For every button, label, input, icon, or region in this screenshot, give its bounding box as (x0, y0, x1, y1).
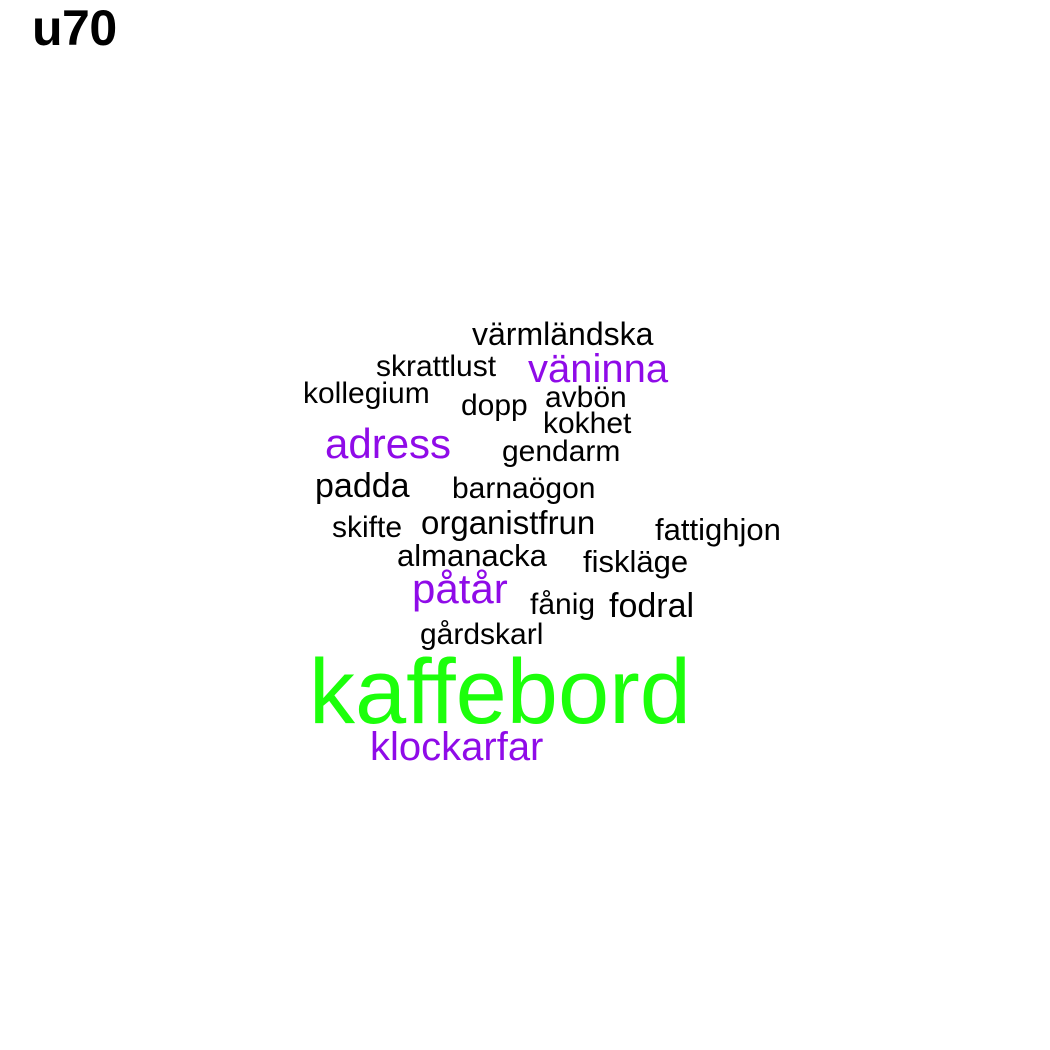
word-fodral: fodral (609, 587, 695, 625)
word-gardskarl: gårdskarl (420, 618, 544, 651)
word-fisklage: fiskläge (583, 544, 689, 579)
word-patar: påtår (412, 565, 508, 612)
word-almanacka: almanacka (397, 538, 547, 573)
page-title: u70 (32, 0, 117, 56)
word-adress: adress (325, 420, 452, 467)
word-skrattlust: skrattlust (376, 350, 497, 383)
word-kaffebord: kaffebord (309, 641, 691, 743)
word-fattighjon: fattighjon (655, 512, 781, 547)
word-gendarm: gendarm (502, 435, 621, 468)
word-padda: padda (315, 467, 410, 505)
word-fanig: fånig (530, 588, 596, 621)
word-klockarfar: klockarfar (370, 725, 544, 769)
word-kokhet: kokhet (543, 407, 632, 440)
word-kollegium: kollegium (303, 377, 430, 410)
word-barnaogon: barnaögon (452, 472, 596, 505)
word-vaninna: väninna (528, 347, 669, 391)
word-avbon: avbön (545, 381, 627, 414)
word-dopp: dopp (461, 389, 528, 422)
word-varmlandska: värmländska (472, 316, 654, 352)
word-organistfrun: organistfrun (421, 504, 596, 541)
word-skifte: skifte (332, 511, 403, 544)
